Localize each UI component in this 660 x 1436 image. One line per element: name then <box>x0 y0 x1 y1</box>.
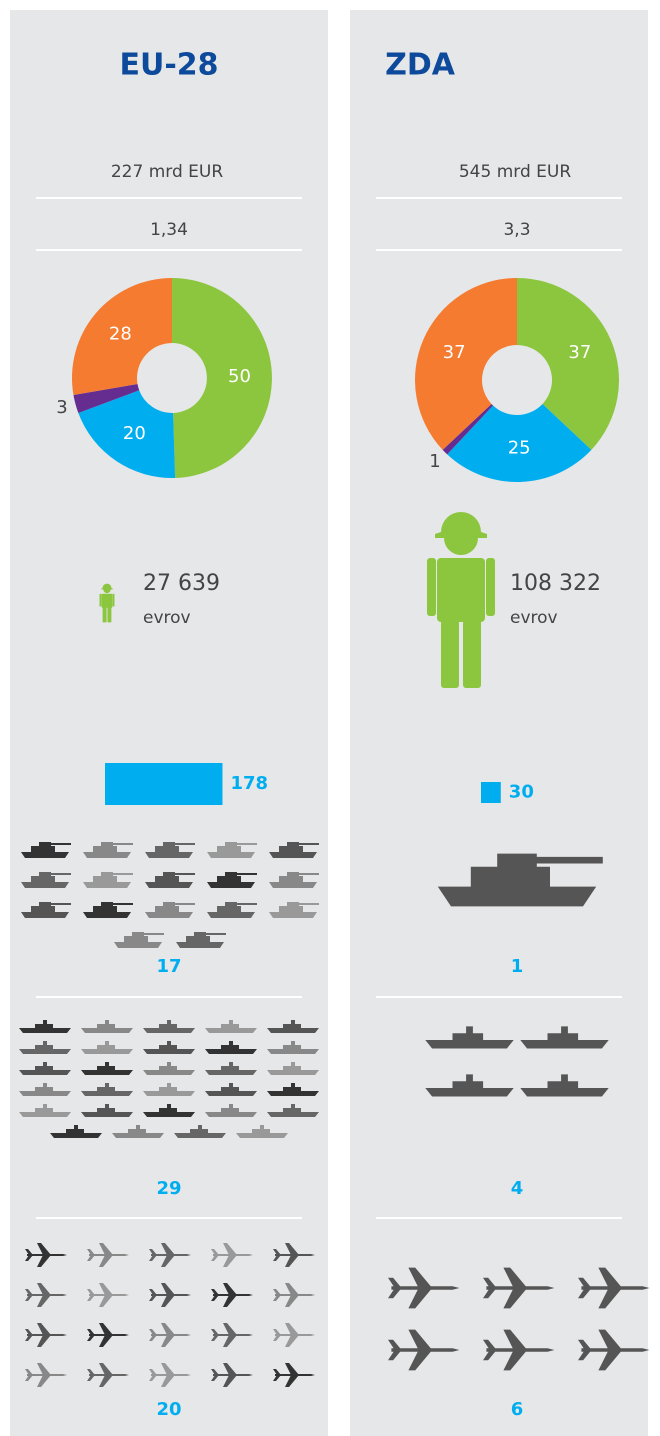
leg <box>103 607 107 622</box>
aircraft-count: 20 <box>156 1399 181 1420</box>
arm <box>113 594 115 607</box>
slice-label: 37 <box>443 342 466 363</box>
tanks-count: 17 <box>156 956 181 977</box>
torso <box>437 558 485 622</box>
leg <box>463 620 481 688</box>
spending: 545 mrd EUR <box>459 162 571 182</box>
column-title: ZDA <box>385 48 456 83</box>
per-soldier: 108 322 <box>510 571 601 596</box>
gdp-share: 1,34 <box>150 220 188 240</box>
bar <box>105 763 222 805</box>
slice-label: 28 <box>109 324 132 345</box>
slice-label: 20 <box>123 423 146 444</box>
leg <box>441 620 459 688</box>
bar-label: 178 <box>230 773 268 794</box>
leg <box>107 607 111 622</box>
head <box>444 521 478 555</box>
infographic: EU-28 227 mrd EUR 1,34 50 20 3 28 27 639 evrov 17… <box>0 0 660 1436</box>
arm <box>486 558 495 616</box>
ships-count: 4 <box>511 1178 524 1199</box>
per-soldier: 27 639 <box>143 571 220 596</box>
spending: 227 mrd EUR <box>111 162 223 182</box>
aircraft-count: 6 <box>511 1399 524 1420</box>
slice-label: 1 <box>429 451 440 472</box>
bar <box>481 782 501 803</box>
panel <box>350 10 648 1436</box>
gdp-share: 3,3 <box>503 220 530 240</box>
bar-label: 30 <box>509 782 534 803</box>
arm <box>100 594 102 607</box>
slice-label: 50 <box>228 366 251 387</box>
slice-label: 25 <box>508 437 531 458</box>
per-soldier-unit: evrov <box>510 608 558 628</box>
arm <box>427 558 436 616</box>
per-soldier-unit: evrov <box>143 608 191 628</box>
slice-label: 37 <box>568 342 591 363</box>
tanks-count: 1 <box>511 956 524 977</box>
ships-count: 29 <box>156 1178 181 1199</box>
column-title: EU-28 <box>119 48 218 83</box>
torso <box>102 594 113 608</box>
slice-label: 3 <box>56 397 67 418</box>
head <box>103 586 110 593</box>
